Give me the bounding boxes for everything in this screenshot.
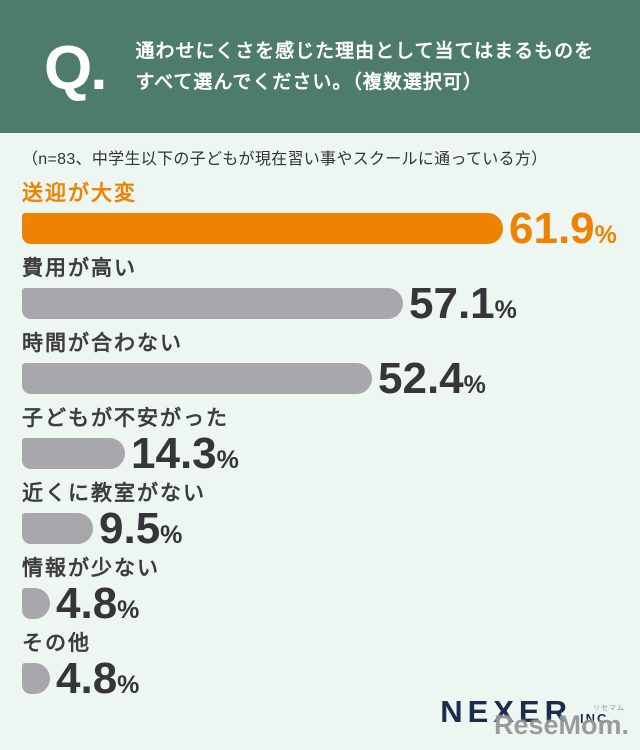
bar-value: 9.5%: [99, 503, 183, 553]
percent-sign: %: [160, 520, 183, 549]
bar-line: 9.5%: [22, 506, 640, 550]
bar: [22, 663, 50, 694]
bar-label: 子どもが不安がった: [22, 407, 229, 430]
nexer-logo: NEXER INC.: [440, 696, 614, 727]
bar: [22, 363, 372, 394]
value-number: 14.3: [131, 428, 217, 478]
bar: [22, 513, 93, 544]
chart-row: 時間が合わない 52.4%: [22, 331, 640, 400]
bar-value: 57.1%: [409, 278, 517, 328]
percent-sign: %: [216, 445, 239, 474]
percent-sign: %: [463, 370, 486, 399]
survey-note: （n=83、中学生以下の子どもが現在習い事やスクールに通っている方）: [22, 151, 548, 168]
percent-sign: %: [117, 670, 140, 699]
value-number: 9.5: [99, 503, 161, 553]
bar: [22, 438, 125, 469]
bar-line: 52.4%: [22, 356, 640, 400]
bar: [22, 588, 50, 619]
bar-value: 4.8%: [56, 578, 140, 628]
bar-value: 4.8%: [56, 653, 140, 703]
chart-row: 送迎が大変 61.9%: [22, 181, 640, 250]
bar-label: 近くに教室がない: [22, 482, 206, 505]
bar-line: 4.8%: [22, 656, 640, 700]
chart-row: その他 4.8%: [22, 631, 640, 700]
bar-label: 送迎が大変: [22, 182, 137, 205]
chart-area: （n=83、中学生以下の子どもが現在習い事やスクールに通っている方） 送迎が大変…: [0, 133, 640, 700]
percent-sign: %: [117, 595, 140, 624]
bar-line: 61.9%: [22, 206, 640, 250]
chart-row: 情報が少ない 4.8%: [22, 556, 640, 625]
chart-row: 近くに教室がない 9.5%: [22, 481, 640, 550]
bar-value: 61.9%: [509, 203, 617, 253]
brand-name: NEXER: [440, 694, 572, 729]
bar-line: 14.3%: [22, 431, 640, 475]
watermark-text: ReseMom.: [493, 710, 629, 740]
value-number: 4.8: [56, 653, 118, 703]
percent-sign: %: [594, 220, 617, 249]
value-number: 4.8: [56, 578, 118, 628]
bar-label: 時間が合わない: [22, 332, 183, 355]
question-header: Q. 通わせにくさを感じた理由として当てはまるものを すべて選んでください。（複…: [0, 0, 640, 133]
bar: [22, 288, 403, 319]
chart-row: 費用が高い 57.1%: [22, 256, 640, 325]
bar-value: 14.3%: [131, 428, 239, 478]
bar-label: その他: [22, 632, 91, 655]
resemom-watermark: リセマム ReseMom.: [493, 705, 629, 740]
percent-sign: %: [494, 295, 517, 324]
question-line-1: 通わせにくさを感じた理由として当てはまるものを: [135, 40, 595, 62]
value-number: 57.1: [409, 278, 495, 328]
bar-value: 52.4%: [378, 353, 486, 403]
bar-label: 費用が高い: [22, 257, 137, 280]
question-line-2: すべて選んでください。（複数選択可）: [135, 71, 483, 93]
value-number: 61.9: [509, 203, 595, 253]
bar-line: 57.1%: [22, 281, 640, 325]
bar-line: 4.8%: [22, 581, 640, 625]
bar: [22, 213, 503, 244]
q-mark: Q.: [44, 33, 107, 103]
watermark-ruby: リセマム: [593, 705, 625, 712]
chart-row: 子どもが不安がった 14.3%: [22, 406, 640, 475]
brand-inc-label: INC.: [580, 711, 614, 726]
bar-label: 情報が少ない: [22, 557, 160, 580]
question-text: 通わせにくさを感じた理由として当てはまるものを すべて選んでください。（複数選択…: [135, 36, 594, 98]
value-number: 52.4: [378, 353, 464, 403]
